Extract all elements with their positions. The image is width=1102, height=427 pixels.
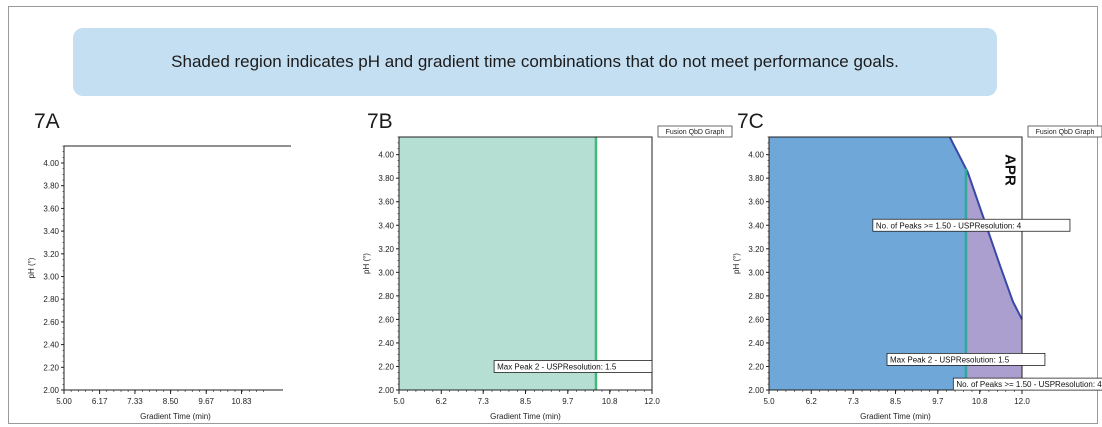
- x-tick-label: 7.33: [127, 397, 143, 406]
- caption-text: Shaded region indicates pH and gradient …: [171, 52, 899, 71]
- annotation-text: No. of Peaks >= 1.50 - USPResolution: 4: [876, 221, 1022, 230]
- y-axis-label: pH (°): [362, 253, 371, 274]
- y-tick-label: 2.00: [43, 386, 59, 395]
- y-tick-label: 3.80: [748, 174, 764, 183]
- y-tick-label: 3.20: [748, 245, 764, 254]
- y-tick-label: 2.80: [43, 295, 59, 304]
- x-axis-label: Gradient Time (min): [140, 412, 211, 421]
- y-tick-label: 3.60: [43, 204, 59, 213]
- x-tick-label: 10.8: [602, 397, 618, 406]
- y-tick-label: 4.00: [748, 151, 764, 160]
- x-tick-label: 7.3: [478, 397, 490, 406]
- y-tick-label: 2.20: [378, 362, 394, 371]
- annotation-text: Max Peak 2 - USPResolution: 1.5: [890, 355, 1010, 364]
- x-axis-label: Gradient Time (min): [860, 412, 931, 421]
- x-tick-label: 7.3: [848, 397, 860, 406]
- failure-region: [769, 137, 1022, 390]
- y-axis-label: pH (°): [732, 253, 741, 274]
- y-tick-label: 3.00: [378, 268, 394, 277]
- annotation-box: [952, 377, 1102, 391]
- y-axis-label: pH (°): [27, 257, 36, 278]
- y-tick-label: 3.40: [43, 227, 59, 236]
- y-tick-label: 3.20: [378, 245, 394, 254]
- y-tick-label: 2.20: [748, 362, 764, 371]
- boundary-line: [948, 136, 1023, 320]
- x-tick-label: 5.0: [393, 397, 405, 406]
- y-tick-label: 2.00: [748, 386, 764, 395]
- x-tick-label: 5.00: [56, 397, 72, 406]
- chart-7b: Fusion QbD Graph 2.00 2.20 2.40 2.60 2.80 3.00…: [362, 125, 733, 421]
- y-tick-label: 3.80: [43, 182, 59, 191]
- x-tick-label: 8.5: [890, 397, 902, 406]
- x-tick-label: 6.2: [806, 397, 818, 406]
- y-tick-label: 4.00: [378, 151, 394, 160]
- y-tick-label: 2.40: [378, 339, 394, 348]
- y-tick-label: 2.40: [43, 341, 59, 350]
- x-tick-label: 6.17: [92, 397, 108, 406]
- x-tick-label: 12.0: [644, 397, 660, 406]
- failure-region: [399, 137, 596, 390]
- y-tick-label: 3.60: [378, 198, 394, 207]
- chart-7a: 2.00 2.20 2.40 2.60 2.80 3.00 3.20 3.40 3.60 3.80…: [27, 145, 291, 421]
- y-tick-label: 2.60: [378, 315, 394, 324]
- annotation-box: [872, 218, 1071, 232]
- y-tick-label: 3.60: [748, 198, 764, 207]
- x-tick-label: 9.67: [198, 397, 214, 406]
- panel-label-7c: 7C: [737, 110, 764, 133]
- y-tick-label: 3.00: [748, 268, 764, 277]
- y-tick-label: 2.40: [748, 339, 764, 348]
- y-tick-label: 3.40: [378, 221, 394, 230]
- caption-banner: Shaded region indicates pH and gradient …: [73, 28, 997, 96]
- y-tick-label: 2.80: [378, 292, 394, 301]
- annotation-text: Max Peak 2 - USPResolution: 1.5: [497, 362, 617, 371]
- x-tick-label: 6.2: [436, 397, 448, 406]
- panel-label-7b: 7B: [367, 110, 393, 133]
- x-tick-label: 5.0: [763, 397, 775, 406]
- chart-7c: Fusion QbD Graph APR 2.00 2.20 2.40 2.60 2.80 3…: [732, 125, 1102, 421]
- fusion-tag-box: [657, 125, 733, 138]
- x-tick-label: 10.83: [231, 397, 252, 406]
- x-tick-label: 8.5: [520, 397, 532, 406]
- y-tick-label: 3.80: [378, 174, 394, 183]
- y-tick-label: 2.80: [748, 292, 764, 301]
- x-tick-label: 8.50: [163, 397, 179, 406]
- annotation-text: No. of Peaks >= 1.50 - USPResolution: 4: [956, 380, 1102, 389]
- x-axis-label: Gradient Time (min): [490, 412, 561, 421]
- annotation-box: [493, 360, 653, 373]
- y-tick-label: 3.20: [43, 250, 59, 259]
- fusion-tag-box: [1027, 125, 1102, 138]
- x-tick-label: 9.7: [562, 397, 574, 406]
- apr-label: APR: [1002, 154, 1019, 186]
- y-tick-label: 2.60: [43, 318, 59, 327]
- fusion-tag-text: Fusion QbD Graph: [1036, 129, 1095, 136]
- y-tick-label: 3.40: [748, 221, 764, 230]
- annotation-box: [886, 353, 1046, 366]
- x-tick-label: 10.8: [972, 397, 988, 406]
- y-tick-label: 4.00: [43, 159, 59, 168]
- panel-label-7a: 7A: [34, 110, 60, 133]
- y-tick-label: 3.00: [43, 273, 59, 282]
- y-tick-label: 2.20: [43, 363, 59, 372]
- y-tick-label: 2.60: [748, 315, 764, 324]
- fusion-tag-text: Fusion QbD Graph: [666, 129, 725, 136]
- x-tick-label: 9.7: [932, 397, 944, 406]
- x-tick-label: 12.0: [1014, 397, 1030, 406]
- y-tick-label: 2.00: [378, 386, 394, 395]
